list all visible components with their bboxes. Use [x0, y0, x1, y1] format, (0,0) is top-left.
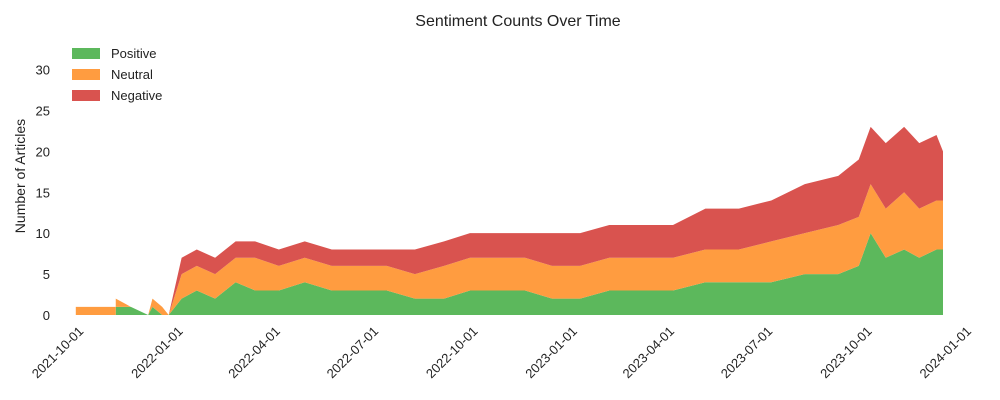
y-axis-label: Number of Articles — [12, 119, 28, 233]
plot-area — [75, 126, 944, 315]
y-tick-label: 10 — [36, 226, 50, 241]
x-axis-ticks: 2021-10-01 2022-01-01 2022-04-01 2022-07-01… — [29, 324, 974, 382]
x-tick-label: 2022-10-01 — [423, 324, 481, 382]
legend-swatch-positive — [72, 48, 100, 59]
x-tick-label: 2022-07-01 — [324, 324, 382, 382]
y-tick-label: 20 — [36, 144, 50, 159]
y-tick-label: 15 — [36, 185, 50, 200]
x-tick-label: 2023-01-01 — [522, 324, 580, 382]
legend-label-positive: Positive — [111, 46, 157, 61]
x-tick-label: 2024-01-01 — [916, 324, 974, 382]
y-tick-label: 30 — [36, 63, 50, 78]
x-tick-label: 2021-10-01 — [29, 324, 87, 382]
y-axis-ticks: 0 5 10 15 20 25 30 — [36, 63, 50, 323]
chart-title: Sentiment Counts Over Time — [415, 13, 621, 30]
legend-label-negative: Negative — [111, 88, 162, 103]
y-tick-label: 5 — [43, 267, 50, 282]
x-tick-label: 2022-04-01 — [225, 324, 283, 382]
x-tick-label: 2023-10-01 — [817, 324, 875, 382]
area-neutral — [75, 184, 944, 315]
legend-swatch-negative — [72, 90, 100, 101]
x-tick-label: 2023-07-01 — [718, 324, 776, 382]
x-tick-label: 2023-04-01 — [620, 324, 678, 382]
legend-swatch-neutral — [72, 69, 100, 80]
y-tick-label: 0 — [43, 308, 50, 323]
area-positive — [75, 233, 944, 315]
legend-label-neutral: Neutral — [111, 67, 153, 82]
area-negative — [75, 126, 944, 315]
y-tick-label: 25 — [36, 103, 50, 118]
legend: Positive Neutral Negative — [72, 46, 162, 103]
x-tick-label: 2022-01-01 — [128, 324, 186, 382]
